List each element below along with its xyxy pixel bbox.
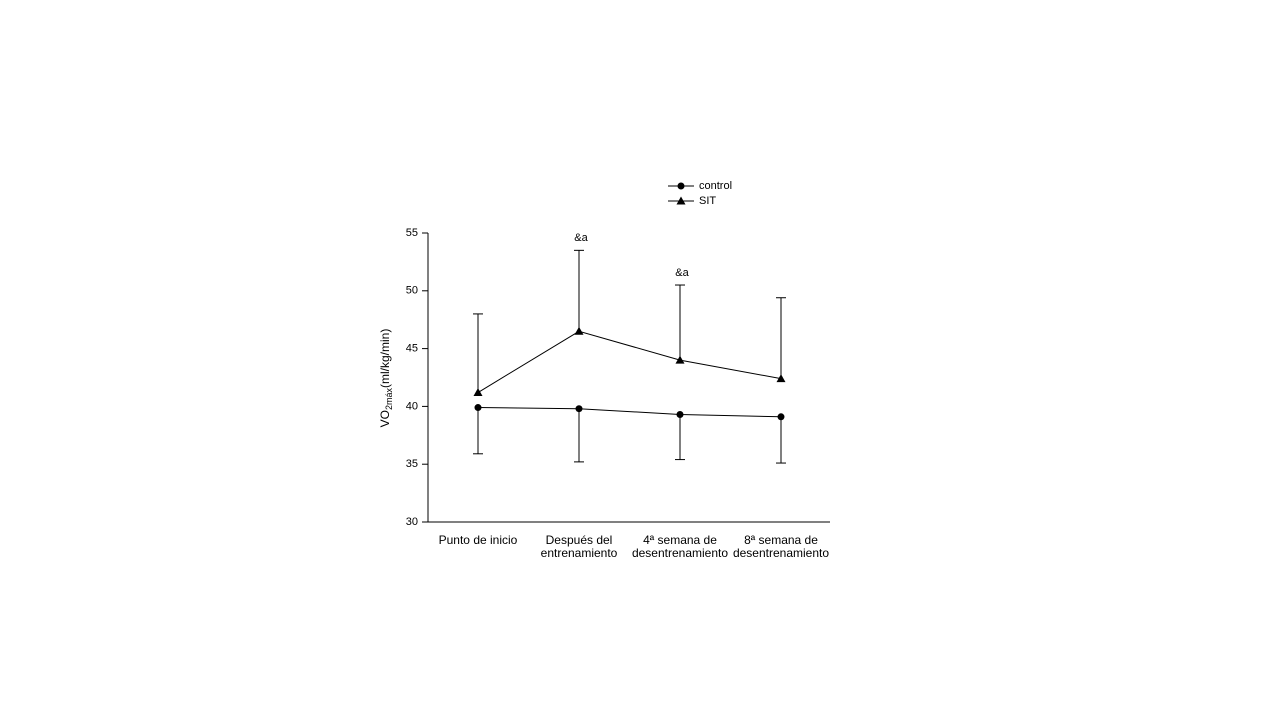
x-tick-label: Después del entrenamiento (540, 534, 618, 560)
y-tick-label: 45 (406, 343, 418, 355)
y-label-unit: (ml/kg/min) (378, 329, 392, 388)
y-tick-label: 35 (406, 458, 418, 470)
x-tick-label: 8ª semana de desentrenamiento (732, 534, 830, 560)
x-tick-label-box: Después del entrenamiento (540, 534, 618, 560)
series-line (477, 407, 782, 418)
series-line (477, 330, 782, 393)
marker (474, 404, 482, 412)
marker (473, 388, 483, 397)
annotation: &a (675, 267, 689, 279)
x-tick-label-box: Punto de inicio (438, 534, 518, 547)
y-tick-label: 55 (406, 227, 418, 239)
marker (675, 355, 685, 364)
annotation: &a (574, 232, 588, 244)
y-label-main: VO (378, 410, 392, 427)
legend-label: SIT (699, 195, 716, 207)
marker (574, 326, 584, 335)
x-tick-label-box: 4ª semana de desentrenamiento (631, 534, 729, 560)
x-tick-label-box: 8ª semana de desentrenamiento (732, 534, 830, 560)
x-tick-label: 4ª semana de desentrenamiento (631, 534, 729, 560)
marker (676, 410, 684, 418)
marker (776, 374, 786, 383)
y-tick-label: 40 (406, 400, 418, 412)
y-axis-label: VO2máx(ml/kg/min) (378, 329, 394, 428)
y-label-sub: 2máx (384, 388, 394, 411)
x-tick-label: Punto de inicio (438, 534, 518, 547)
y-tick-label: 50 (406, 285, 418, 297)
marker (677, 182, 685, 190)
marker (575, 405, 583, 413)
marker (777, 413, 785, 421)
legend-label: control (699, 180, 732, 192)
marker (676, 196, 686, 205)
y-tick-label: 30 (406, 516, 418, 528)
